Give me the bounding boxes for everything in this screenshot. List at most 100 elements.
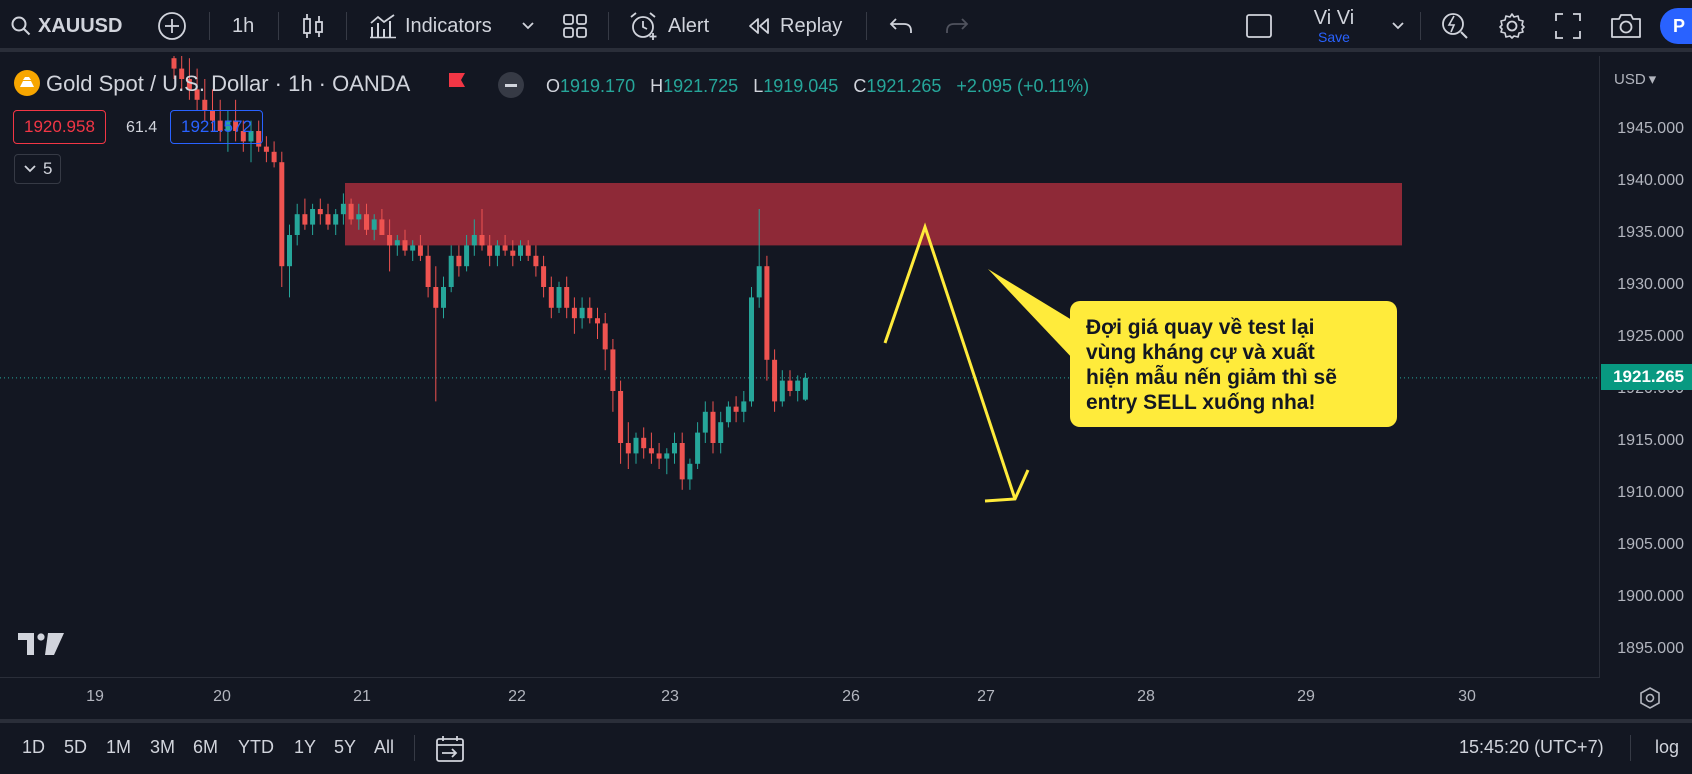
candle-body: [618, 391, 624, 443]
high-key: H: [650, 76, 664, 96]
indicators-toggle[interactable]: 5: [14, 154, 62, 184]
candle: [795, 375, 801, 402]
range-6m-button[interactable]: 6M: [193, 737, 219, 757]
candle: [656, 443, 662, 469]
candle-body: [202, 99, 208, 111]
candle-body: [695, 432, 701, 464]
range-1y-button[interactable]: 1Y: [294, 737, 317, 757]
annotation-note[interactable]: Đợi giá quay về test lại vùng kháng cự v…: [1070, 301, 1397, 427]
log-scale-toggle[interactable]: log: [1655, 737, 1680, 757]
open-key: O: [546, 76, 561, 96]
collapse-legend-button[interactable]: [498, 72, 524, 98]
candle-body: [410, 245, 416, 251]
candle-body: [494, 245, 500, 256]
candle: [548, 276, 554, 319]
range-5y-button[interactable]: 5Y: [334, 737, 357, 757]
time-tick: 26: [842, 688, 860, 705]
fullscreen-button[interactable]: [1554, 0, 1582, 52]
arrowhead[interactable]: [984, 469, 1030, 503]
candle-body: [772, 359, 778, 402]
price-tick: 1900.000: [1617, 588, 1684, 605]
price-tick: 1915.000: [1617, 432, 1684, 449]
candle-body: [441, 287, 446, 308]
candle: [410, 240, 416, 261]
chevron-down-icon: [520, 20, 536, 32]
indicators-icon: [369, 13, 397, 39]
undo-button[interactable]: [888, 0, 914, 52]
candle-body: [448, 255, 454, 287]
callout-pointer[interactable]: [988, 269, 1090, 361]
range-1m-button[interactable]: 1M: [106, 737, 132, 757]
gear-icon: [1497, 11, 1527, 41]
compare-symbol-button[interactable]: [157, 0, 187, 52]
range-3m-button[interactable]: 3M: [150, 737, 176, 757]
replay-label: Replay: [780, 14, 843, 37]
time-axis[interactable]: 19 20 21 22 23 26 27 28 29 30: [0, 677, 1600, 719]
spread-value: 61.4: [126, 119, 158, 136]
layout-dropdown-button[interactable]: [1390, 0, 1406, 52]
candle: [664, 448, 670, 475]
candle: [333, 209, 339, 235]
candle-body: [733, 406, 739, 412]
candle-body: [610, 349, 616, 391]
symbol-search-button[interactable]: XAUUSD: [10, 0, 122, 52]
drawn-path-arrow[interactable]: [883, 222, 1017, 500]
fullscreen-layout-button[interactable]: [1245, 0, 1273, 52]
candle: [402, 229, 408, 256]
change-value: +2.095 (+0.11%): [956, 76, 1090, 96]
chart-settings-button[interactable]: [1638, 686, 1662, 715]
candle: [233, 99, 239, 142]
settings-button[interactable]: [1497, 0, 1527, 52]
candlestick-chart[interactable]: [0, 56, 1600, 677]
open-value: 1919.170: [560, 76, 636, 96]
candle-body: [471, 235, 477, 246]
candle: [256, 120, 262, 152]
timezone-clock[interactable]: 15:45:20 (UTC+7): [1459, 737, 1604, 757]
layout-save-button[interactable]: Vi Vi Save: [1312, 0, 1356, 52]
range-all-button[interactable]: All: [374, 737, 395, 757]
candle: [787, 370, 793, 397]
range-5d-button[interactable]: 5D: [64, 737, 88, 757]
time-tick: 28: [1137, 688, 1155, 705]
candle: [595, 307, 600, 339]
candle-body: [518, 245, 523, 256]
buy-button[interactable]: 1921.572: [170, 110, 263, 144]
alert-button[interactable]: Alert: [628, 0, 709, 52]
currency-label: USD: [1614, 71, 1646, 88]
symbol-title[interactable]: Gold Spot / U.S. Dollar · 1h · OANDA: [46, 71, 411, 96]
candle: [502, 235, 508, 256]
time-tick: 27: [977, 688, 995, 705]
quick-search-button[interactable]: [1440, 0, 1470, 52]
toolbar-divider: [608, 12, 609, 40]
bottom-toolbar: 1D 5D 1M 3M 6M YTD 1Y 5Y All 15:45:20 (U…: [0, 719, 1692, 774]
replay-button[interactable]: Replay: [746, 0, 842, 52]
candle: [456, 245, 462, 277]
tradingview-logo[interactable]: [18, 633, 64, 660]
snapshot-button[interactable]: [1610, 0, 1642, 52]
ohlc-readout: O1919.170 H1921.725 L1919.045 C1921.265 …: [546, 76, 1099, 97]
layout-button[interactable]: [562, 0, 588, 52]
range-ytd-button[interactable]: YTD: [238, 737, 274, 757]
redo-button[interactable]: [944, 0, 970, 52]
resistance-zone[interactable]: [345, 183, 1402, 246]
candle: [718, 411, 724, 454]
candle-body: [179, 68, 185, 79]
candle: [294, 203, 300, 246]
indicators-button[interactable]: Indicators: [369, 0, 492, 52]
save-label: Save: [1318, 29, 1350, 45]
goto-date-button[interactable]: [435, 735, 465, 768]
sell-button[interactable]: 1920.958: [13, 110, 106, 144]
close-key: C: [853, 76, 867, 96]
currency-dropdown[interactable]: USD ▾: [1614, 70, 1656, 88]
interval-button[interactable]: 1h: [232, 0, 254, 52]
candle: [471, 219, 477, 256]
candle-body: [656, 453, 662, 459]
candle-body: [225, 120, 231, 131]
chart-type-button[interactable]: [301, 0, 325, 52]
gear-icon: [1638, 687, 1662, 714]
range-1d-button[interactable]: 1D: [22, 737, 46, 757]
bottom-divider: [1630, 735, 1631, 761]
publish-button[interactable]: P: [1660, 0, 1692, 52]
indicators-dropdown-button[interactable]: [520, 0, 536, 52]
symbol-label: XAUUSD: [38, 14, 123, 37]
